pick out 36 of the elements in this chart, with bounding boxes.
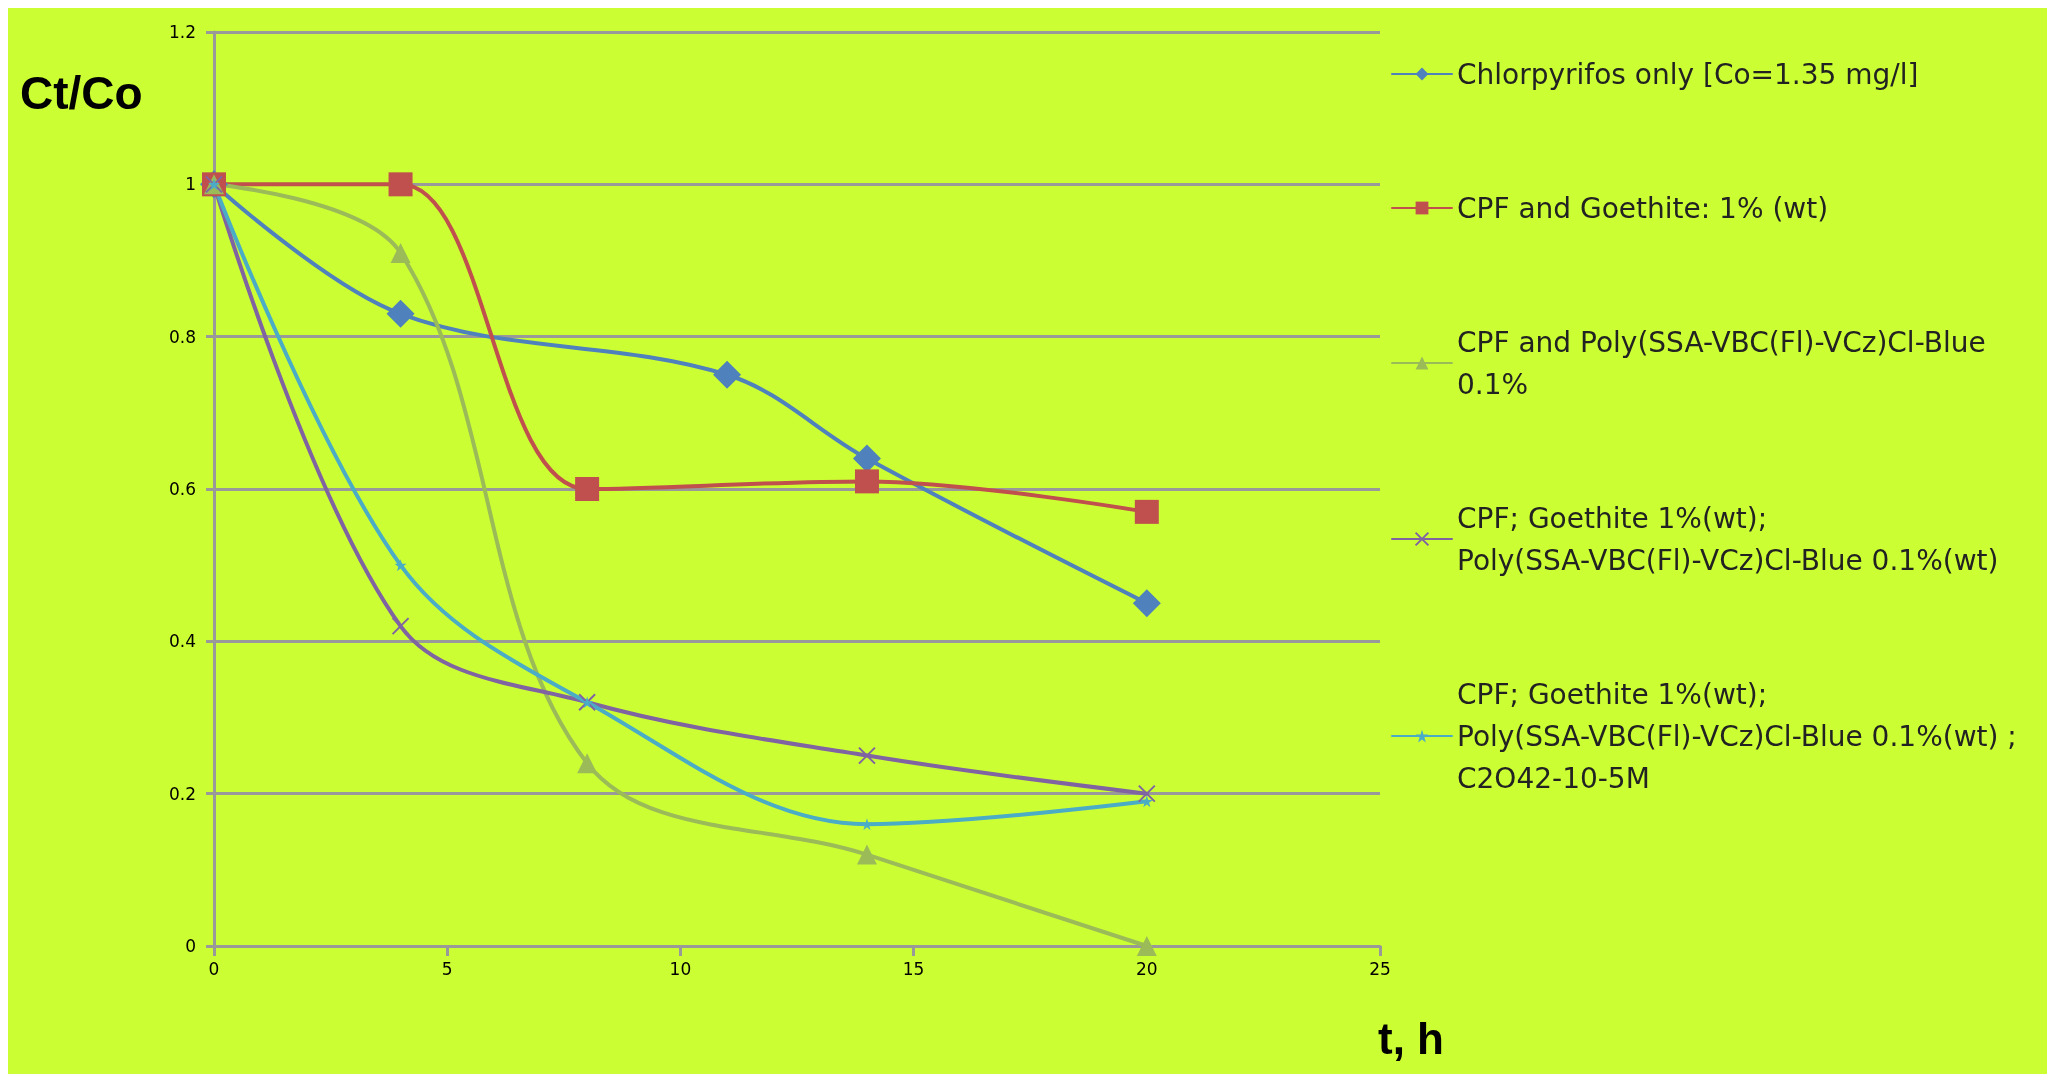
x-tick-label: 0 (208, 958, 220, 979)
y-tick-label: 0.4 (168, 631, 196, 652)
point (856, 844, 877, 865)
y-tick-label: 0 (185, 936, 196, 956)
point (386, 299, 415, 328)
legend-label: CPF; Goethite 1%(wt); Poly(SSA-VBC(Fl)-VCz)Cl-Blue 0.1%(wt) ; C2O42-10-5M (1457, 677, 2026, 795)
y-axis-title: Ct/Co (20, 67, 143, 119)
point (713, 360, 742, 389)
legend-label: CPF and Poly(SSA-VBC(Fl)-VCz)Cl-Blue 0.1% (1457, 325, 1995, 401)
x-axis-title: t, h (1378, 1013, 1444, 1063)
legend-label: CPF and Goethite: 1% (wt) (1457, 191, 1829, 225)
y-tick-label: 0.6 (168, 479, 196, 499)
point (1140, 795, 1153, 808)
point (1132, 589, 1161, 618)
point (1134, 499, 1159, 524)
point (857, 746, 876, 765)
x-tick-label: 10 (669, 958, 692, 979)
y-tick-label: 1 (185, 174, 196, 195)
point (394, 559, 407, 572)
y-tick-label: 1.2 (168, 22, 196, 42)
y-tick-label: 0.2 (168, 783, 196, 804)
point (575, 477, 600, 501)
point (577, 753, 598, 774)
x-tick-label: 20 (1135, 958, 1158, 979)
x-tick-label: 25 (1369, 958, 1391, 979)
point (854, 469, 879, 494)
x-tick-label: 15 (902, 958, 925, 979)
x-tick-label: 5 (441, 958, 453, 979)
legend-label: Chlorpyrifos only [Co=1.35 mg/l] (1457, 57, 1919, 91)
point (388, 172, 413, 197)
point (1136, 936, 1157, 956)
y-tick-label: 0.8 (168, 326, 196, 347)
legend-label: CPF; Goethite 1%(wt); Poly(SSA-VBC(Fl)-VCz)Cl-Blue 0.1%(wt) (1457, 501, 1999, 577)
point (391, 617, 410, 636)
point (1137, 784, 1156, 803)
point (390, 242, 411, 263)
